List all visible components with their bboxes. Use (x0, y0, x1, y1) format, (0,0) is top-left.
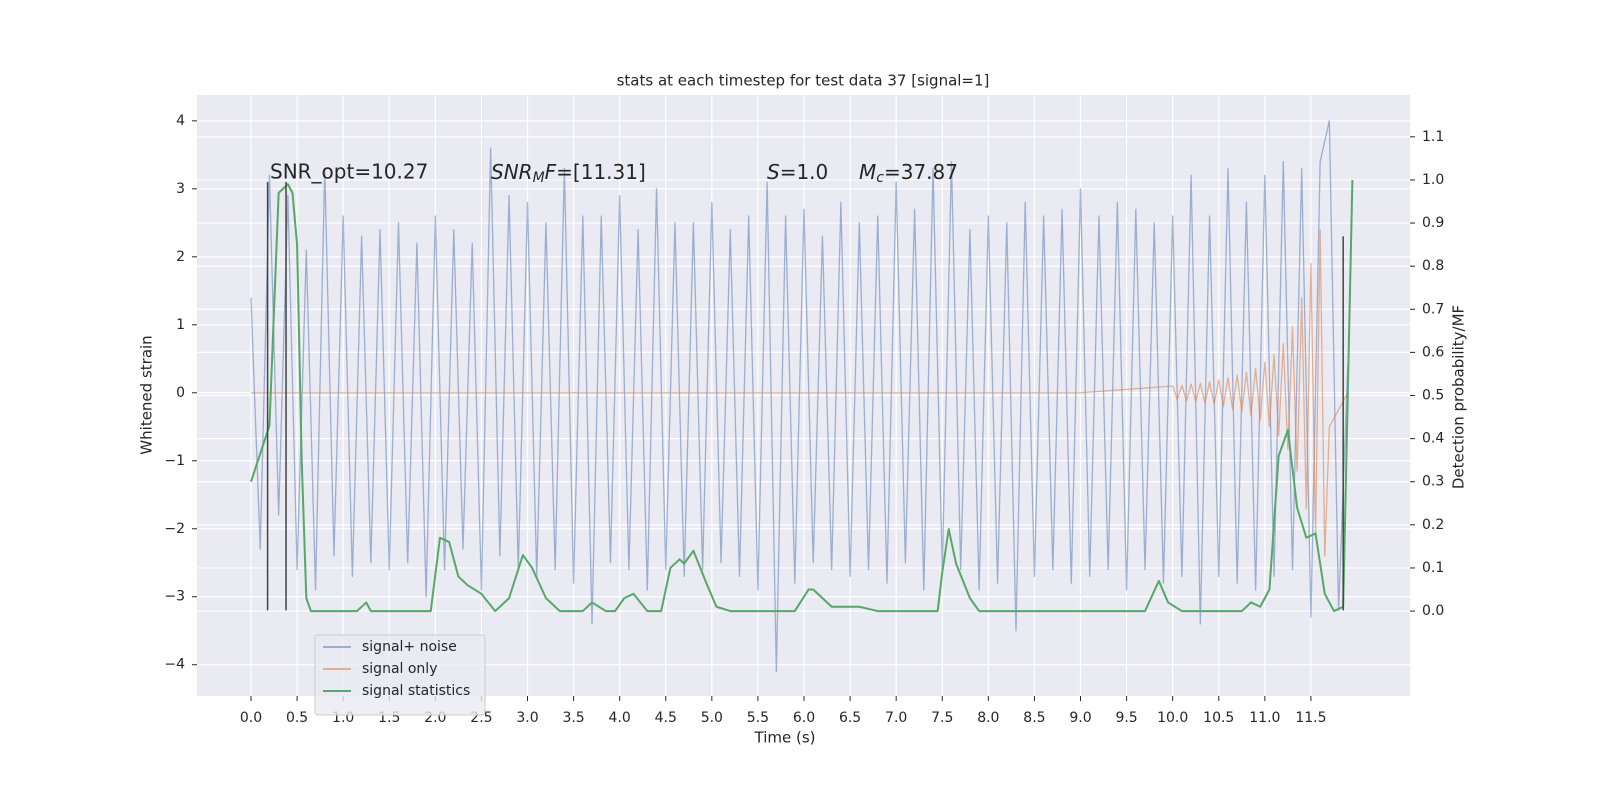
x-tick-label: 4.5 (655, 710, 677, 726)
y2-tick-label: 0.5 (1422, 388, 1444, 404)
annotation-part: S (767, 160, 780, 184)
y-tick-label: 2 (176, 249, 185, 265)
y-tick-label: 3 (176, 181, 185, 197)
x-tick-label: 10.0 (1157, 710, 1188, 726)
y2-axis-label: Detection probability/MF (1450, 305, 1468, 489)
overlay: 0.0 0.5 1.0 1.5 2.0 2.5 3.0 3.5 4.0 4.5 5.0 5.5 6.0 6… (164, 113, 1444, 726)
y2-tick-label: 0.0 (1422, 603, 1444, 619)
y2-tick-label: 0.6 (1422, 344, 1444, 360)
x-tick-label: 9.5 (1115, 710, 1137, 726)
annotation-part: c (876, 170, 884, 186)
x-tick-label: 5.5 (747, 710, 769, 726)
x-tick-label: 6.5 (839, 710, 861, 726)
x-tick-label: 9.0 (1069, 710, 1091, 726)
x-tick-label: 3.0 (516, 710, 538, 726)
y-tick-label: −4 (164, 657, 185, 673)
annotation: S=1.0 (767, 160, 828, 184)
y-tick-label: 0 (176, 385, 185, 401)
legend: signal+ noise signal only signal statistic… (314, 634, 486, 716)
y-tick-label: 4 (176, 113, 185, 129)
x-tick-label: 7.5 (931, 710, 953, 726)
annotation: Mc=37.87 (859, 160, 958, 187)
annotation-part: SNR (491, 160, 533, 184)
chart-title: stats at each timestep for test data 37 … (617, 72, 990, 90)
x-tick-label: 4.0 (609, 710, 631, 726)
y-tick-label: −3 (164, 589, 185, 605)
x-tick-label: 3.5 (562, 710, 584, 726)
y-tick-label: −1 (164, 453, 185, 469)
annotation-part: =37.87 (884, 160, 958, 184)
x-tick-label: 10.5 (1203, 710, 1234, 726)
annotation: SNRMF=[11.31] (491, 160, 646, 187)
x-tick-label: 8.5 (1023, 710, 1045, 726)
annotation-part: F (545, 160, 557, 184)
x-tick-label: 8.0 (977, 710, 999, 726)
legend-box (314, 634, 486, 716)
y2-tick-label: 0.4 (1422, 431, 1444, 447)
y-tick-label: 1 (176, 317, 185, 333)
annotation-part: M (859, 160, 876, 184)
y-axis-label: Whitened strain (138, 335, 156, 454)
y2-tick-label: 0.9 (1422, 215, 1444, 231)
data-layer (250, 120, 1354, 673)
annotation-part: M (533, 170, 545, 186)
x-axis-label: Time (s) (754, 729, 816, 747)
x-tick-label: 6.0 (793, 710, 815, 726)
y2-tick-label: 0.2 (1422, 517, 1444, 533)
annotation-part: =[11.31] (556, 160, 646, 184)
x-tick-label: 11.5 (1295, 710, 1326, 726)
legend-label: signal+ noise (362, 639, 457, 655)
y2-tick-label: 0.7 (1422, 301, 1444, 317)
y2-tick-label: 0.3 (1422, 474, 1444, 490)
series-line (250, 179, 1354, 613)
annotation-part: =1.0 (780, 160, 829, 184)
annotation: SNR_opt=10.27 (270, 160, 428, 184)
y2-tick-label: 0.8 (1422, 258, 1444, 274)
legend-label: signal only (362, 661, 437, 677)
x-tick-label: 0.0 (240, 710, 262, 726)
x-tick-label: 0.5 (286, 710, 308, 726)
x-tick-label: 5.0 (701, 710, 723, 726)
y2-tick-label: 0.1 (1422, 560, 1444, 576)
legend-label: signal statistics (362, 683, 470, 699)
series-line (251, 228, 1349, 557)
y2-tick-label: 1.1 (1422, 129, 1444, 145)
series-line (250, 120, 1349, 673)
x-tick-label: 11.0 (1249, 710, 1280, 726)
y-tick-label: −2 (164, 521, 185, 537)
x-tick-label: 7.0 (885, 710, 907, 726)
y2-tick-label: 1.0 (1422, 172, 1444, 188)
